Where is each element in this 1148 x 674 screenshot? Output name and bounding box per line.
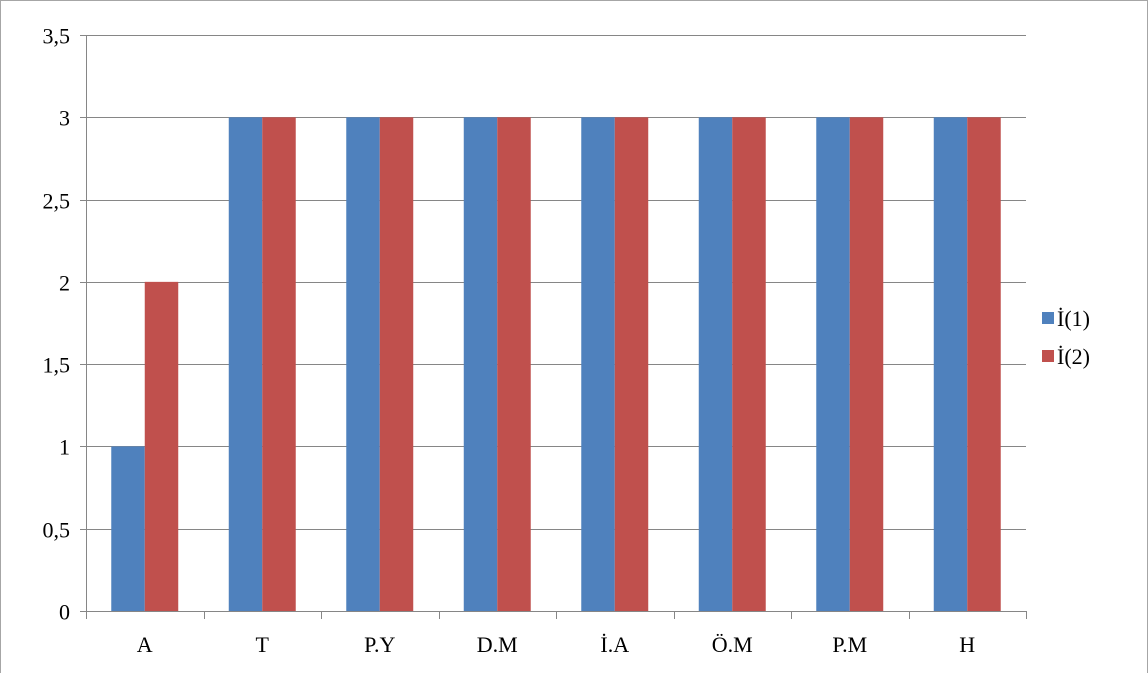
x-category-label: T <box>256 632 270 657</box>
bar <box>262 117 296 611</box>
y-axis-tick-labels: 0 0,5 1 1,5 2 2,5 3 3,5 <box>43 24 71 625</box>
y-tick-label: 1 <box>59 435 70 460</box>
legend-swatch <box>1042 312 1054 324</box>
axes <box>80 35 1027 619</box>
bar <box>849 117 884 611</box>
x-category-label: D.M <box>477 632 518 657</box>
bar <box>497 117 531 611</box>
y-tick-label: 3 <box>59 106 70 131</box>
x-category-label: Ö.M <box>712 632 753 657</box>
bar <box>614 117 649 611</box>
gridlines <box>86 35 1026 530</box>
bar <box>581 117 615 611</box>
bar <box>144 281 179 611</box>
bar <box>816 117 850 611</box>
legend-label: İ(1) <box>1057 306 1090 331</box>
x-category-label: P.Y <box>364 632 395 657</box>
y-tick-label: 2,5 <box>43 189 71 214</box>
bar <box>698 117 733 611</box>
bar <box>111 446 145 611</box>
y-tick-label: 3,5 <box>43 24 71 49</box>
legend-swatch <box>1042 350 1054 362</box>
x-category-label: H <box>959 632 975 657</box>
legend-label: İ(2) <box>1057 344 1090 369</box>
bar <box>967 117 1001 611</box>
y-tick-label: 0 <box>59 600 70 625</box>
bar <box>379 117 414 611</box>
bar <box>463 117 498 611</box>
x-axis-category-labels: A T P.Y D.M İ.A Ö.M P.M H <box>137 632 976 657</box>
bar <box>346 117 380 611</box>
y-tick-label: 1,5 <box>43 353 71 378</box>
y-tick-label: 2 <box>59 271 70 296</box>
legend: İ(1) İ(2) <box>1042 306 1090 369</box>
bar <box>732 117 766 611</box>
x-category-label: A <box>137 632 153 657</box>
bar <box>933 117 968 611</box>
y-tick-label: 0,5 <box>43 518 71 543</box>
x-category-label: P.M <box>832 632 867 657</box>
bars <box>111 117 1001 611</box>
x-category-label: İ.A <box>600 632 629 657</box>
bar <box>228 117 263 611</box>
